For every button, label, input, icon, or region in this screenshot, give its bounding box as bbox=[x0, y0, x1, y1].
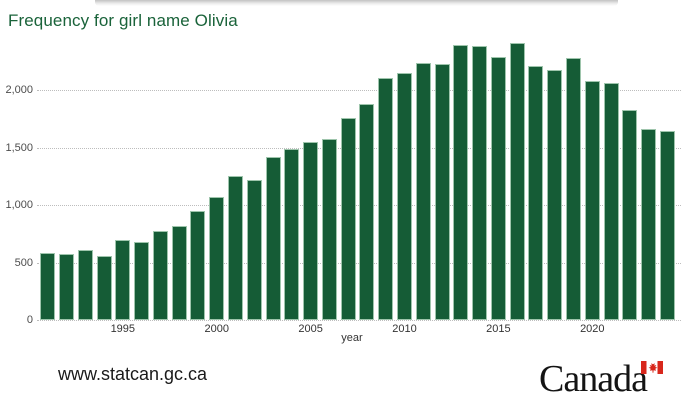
bar-2021[interactable] bbox=[603, 83, 619, 320]
bar-2018[interactable] bbox=[547, 70, 563, 320]
gridline-1500 bbox=[37, 147, 681, 149]
bar-2022[interactable] bbox=[622, 110, 638, 320]
x-axis-tick-label-2020: 2020 bbox=[580, 323, 605, 335]
x-axis-tick-label-2010: 2010 bbox=[392, 323, 417, 335]
bar-2009[interactable] bbox=[378, 78, 394, 320]
bar-1994[interactable] bbox=[96, 256, 112, 320]
maple-leaf-icon bbox=[648, 362, 658, 373]
bar-2013[interactable] bbox=[453, 45, 469, 320]
bar-2023[interactable] bbox=[641, 129, 657, 320]
gridline-500 bbox=[37, 262, 681, 264]
gridline-0 bbox=[37, 320, 681, 321]
x-axis-tick-label-2015: 2015 bbox=[486, 323, 511, 335]
bar-2010[interactable] bbox=[397, 73, 413, 320]
x-axis-tick-label-2005: 2005 bbox=[298, 323, 323, 335]
frequency-bar-chart: 0 500 1,000 1,500 2,000 1995 2000 2005 2010 2015 2… bbox=[5, 43, 681, 335]
y-axis-tick-label-500: 500 bbox=[14, 256, 33, 269]
bar-2024[interactable] bbox=[659, 131, 675, 320]
x-axis-tick-label-1995: 1995 bbox=[110, 323, 136, 335]
bar-2008[interactable] bbox=[359, 104, 375, 320]
canada-wordmark-text: Canada bbox=[539, 358, 648, 400]
statcan-url-link[interactable]: www.statcan.gc.ca bbox=[58, 364, 208, 384]
bar-1995[interactable] bbox=[115, 240, 131, 320]
bar-2003[interactable] bbox=[265, 157, 281, 320]
chart-title: Frequency for girl name Olivia bbox=[8, 11, 238, 30]
canada-wordmark: Canada bbox=[539, 358, 679, 406]
y-axis-tick-label-1000: 1,000 bbox=[5, 199, 33, 211]
bar-2001[interactable] bbox=[228, 176, 243, 320]
bar-2002[interactable] bbox=[246, 180, 262, 320]
bar-1992[interactable] bbox=[58, 254, 74, 320]
bar-2007[interactable] bbox=[340, 118, 356, 320]
bar-2000[interactable] bbox=[209, 197, 225, 320]
bar-2011[interactable] bbox=[415, 63, 431, 320]
y-axis-tick-label-1500: 1,500 bbox=[5, 141, 33, 154]
bar-1998[interactable] bbox=[171, 226, 187, 320]
bar-2019[interactable] bbox=[566, 58, 582, 320]
bar-2006[interactable] bbox=[321, 139, 337, 320]
y-axis-tick-label-0: 0 bbox=[26, 314, 33, 326]
bar-1999[interactable] bbox=[190, 211, 206, 320]
canada-flag-icon bbox=[641, 361, 663, 374]
bar-2017[interactable] bbox=[528, 66, 544, 320]
y-axis-tick-label-2000: 2,000 bbox=[5, 84, 33, 96]
x-axis-title: year bbox=[341, 332, 363, 344]
bar-2014[interactable] bbox=[472, 46, 488, 320]
x-axis-tick-label-2000: 2000 bbox=[204, 323, 229, 335]
bar-2004[interactable] bbox=[284, 149, 300, 320]
bar-2016[interactable] bbox=[509, 43, 525, 320]
bar-2020[interactable] bbox=[584, 81, 600, 320]
gridline-1000 bbox=[37, 205, 681, 206]
bar-1997[interactable] bbox=[152, 231, 168, 320]
bar-1993[interactable] bbox=[77, 250, 93, 320]
top-shadow bbox=[95, 0, 618, 6]
bar-2015[interactable] bbox=[490, 57, 506, 320]
gridline-2000 bbox=[37, 90, 681, 91]
bar-2012[interactable] bbox=[434, 64, 450, 320]
bar-1996[interactable] bbox=[134, 242, 150, 320]
bar-1991[interactable] bbox=[40, 253, 56, 320]
bar-2005[interactable] bbox=[303, 142, 319, 320]
